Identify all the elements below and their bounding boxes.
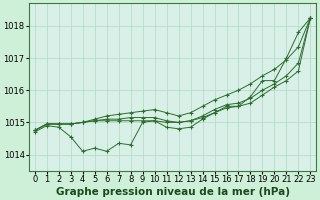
X-axis label: Graphe pression niveau de la mer (hPa): Graphe pression niveau de la mer (hPa) (56, 187, 290, 197)
